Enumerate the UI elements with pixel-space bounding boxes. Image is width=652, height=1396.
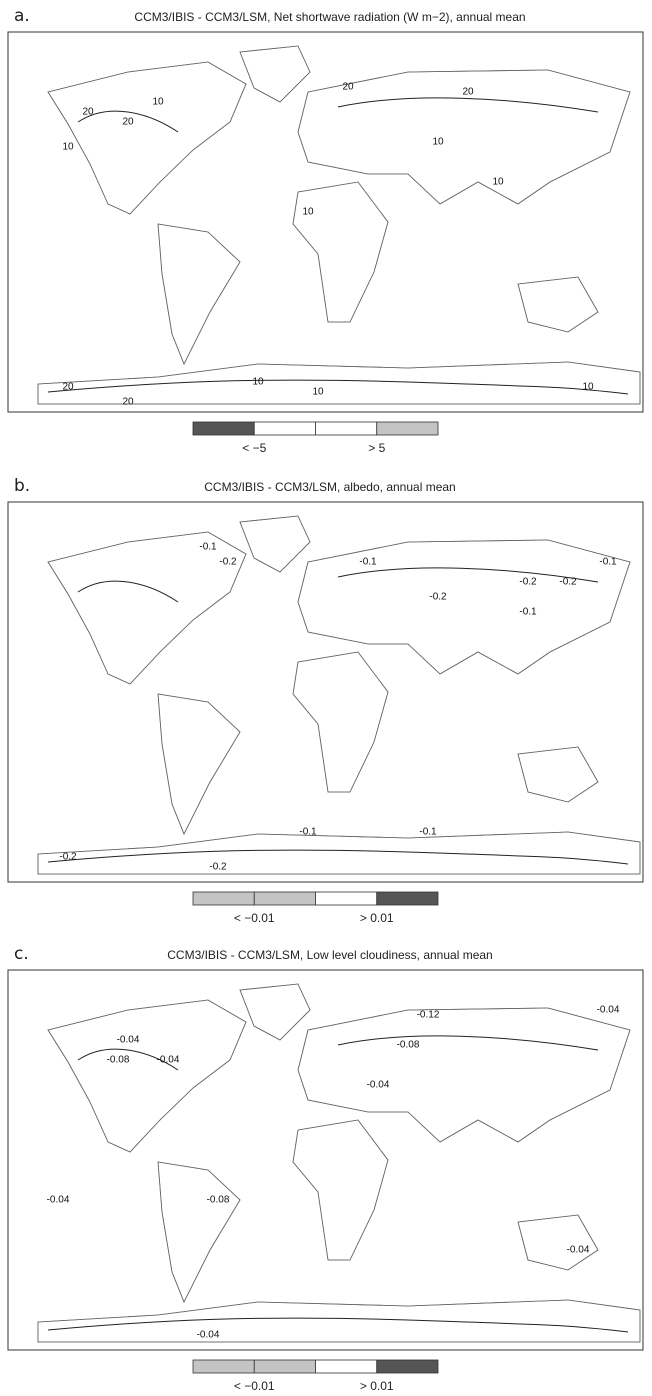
contour-label: 20 (122, 117, 134, 128)
panel: b. CCM3/IBIS - CCM3/LSM, albedo, annual m… (8, 476, 643, 925)
contour-label: -0.04 (157, 1055, 180, 1066)
colorbar-label: > 0.01 (360, 911, 394, 925)
colorbar-swatch (193, 422, 254, 435)
colorbar-label: < −0.01 (234, 911, 275, 925)
contour-label: -0.04 (197, 1330, 220, 1341)
panel-title: CCM3/IBIS - CCM3/LSM, Low level cloudine… (167, 948, 492, 962)
land-outline (38, 46, 640, 404)
colorbar-swatch (254, 1360, 315, 1373)
page: {"panels": [ {"label": "a.", "title": "C… (0, 0, 652, 1391)
colorbar-swatch (193, 1360, 254, 1373)
contour-label: -0.2 (209, 862, 227, 873)
colorbar-swatch (377, 1360, 438, 1373)
colorbar-label: < −0.01 (234, 1379, 275, 1391)
colorbar-swatch (316, 422, 377, 435)
contour-label: 10 (302, 207, 314, 218)
contour-label: 20 (82, 107, 94, 118)
contour-label: 20 (342, 82, 354, 93)
map: 10 20 20 10 20 20 10 10 10 20 10 10 20 10 (38, 46, 640, 408)
contour-label: -0.2 (429, 592, 447, 603)
colorbar-label: > 0.01 (360, 1379, 394, 1391)
colorbar-label: < −5 (242, 441, 266, 455)
contour-label: -0.2 (559, 577, 577, 588)
contour-label: 10 (62, 142, 74, 153)
contour-label: 20 (462, 87, 474, 98)
map: -0.1-0.2-0.1-0.2-0.1-0.2-0.1-0.2-0.2-0.1… (38, 516, 640, 874)
contour-label: -0.04 (597, 1005, 620, 1016)
contour-label: -0.08 (107, 1055, 130, 1066)
panel: c. CCM3/IBIS - CCM3/LSM, Low level cloudi… (8, 944, 643, 1391)
contour-label: 10 (252, 377, 264, 388)
colorbar-swatch (254, 422, 315, 435)
contour-label: -0.08 (207, 1195, 230, 1206)
contour-label: 10 (582, 382, 594, 393)
contour-label: -0.1 (199, 542, 217, 553)
contour-label: -0.12 (417, 1010, 440, 1021)
map: -0.04 -0.08 -0.04 -0.12 -0.08 -0.04 -0.04 -0.08… (38, 984, 640, 1345)
contour-label: -0.2 (519, 577, 537, 588)
contour-label: 10 (152, 97, 164, 108)
panel-label: b. (14, 476, 30, 496)
panel-title: CCM3/IBIS - CCM3/LSM, albedo, annual mea… (204, 480, 455, 494)
contour-label: -0.2 (59, 852, 77, 863)
panel-label: a. (14, 6, 30, 26)
land-outline (38, 516, 640, 874)
contour-label: 20 (122, 397, 134, 408)
contour-label: -0.04 (367, 1080, 390, 1091)
contour-label: -0.04 (117, 1035, 140, 1046)
contour-label: -0.1 (419, 827, 437, 838)
contour-label: 10 (492, 177, 504, 188)
colorbar-swatch (377, 422, 438, 435)
colorbar-swatch (193, 892, 254, 905)
colorbar-swatch (377, 892, 438, 905)
panel-label: c. (14, 944, 29, 964)
colorbar-swatch (254, 892, 315, 905)
colorbar-swatch (316, 1360, 377, 1373)
contour-label: -0.08 (397, 1040, 420, 1051)
colorbar-swatch (316, 892, 377, 905)
contour-label: 10 (432, 137, 444, 148)
panel: a. CCM3/IBIS - CCM3/LSM, Net shortwave ra… (8, 6, 643, 455)
contour-label: -0.1 (359, 557, 377, 568)
contour-label: -0.04 (567, 1245, 590, 1256)
contour-label: -0.04 (47, 1195, 70, 1206)
contour-label: -0.1 (599, 557, 617, 568)
panel-title: CCM3/IBIS - CCM3/LSM, Net shortwave radi… (134, 10, 525, 24)
colorbar-label: > 5 (368, 441, 385, 455)
contour-label: -0.1 (299, 827, 317, 838)
contour-label: -0.1 (519, 607, 537, 618)
contour-label: 10 (312, 387, 324, 398)
contour-label: -0.2 (219, 557, 237, 568)
figure: a. CCM3/IBIS - CCM3/LSM, Net shortwave ra… (0, 0, 652, 1391)
contour-label: 20 (62, 382, 74, 393)
